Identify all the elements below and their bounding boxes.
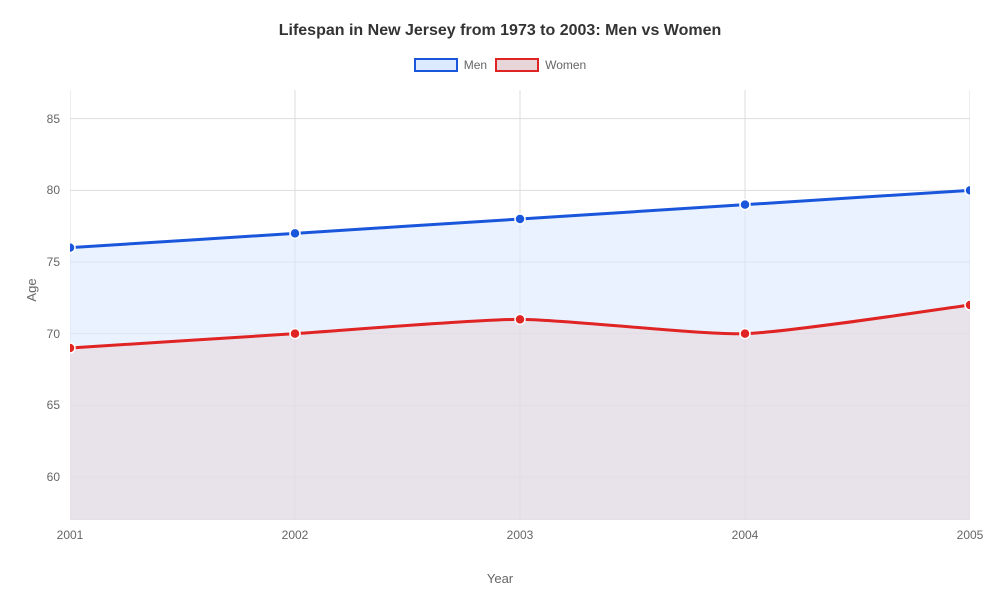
plot-svg <box>70 90 970 520</box>
y-tick-label: 75 <box>47 255 60 269</box>
legend-item-men[interactable]: Men <box>414 58 487 72</box>
legend-swatch-women <box>495 58 539 72</box>
chart-title: Lifespan in New Jersey from 1973 to 2003… <box>0 22 1000 40</box>
y-tick-label: 60 <box>47 470 60 484</box>
x-tick-label: 2005 <box>957 528 984 542</box>
legend-label-women: Women <box>545 58 586 72</box>
y-tick-label: 65 <box>47 398 60 412</box>
plot-area: 60657075808520012002200320042005 <box>70 90 970 520</box>
legend-swatch-men <box>414 58 458 72</box>
x-tick-label: 2003 <box>507 528 534 542</box>
x-axis-label: Year <box>0 571 1000 586</box>
chart-container: Lifespan in New Jersey from 1973 to 2003… <box>0 0 1000 600</box>
y-axis-label: Age <box>24 278 39 301</box>
x-tick-label: 2001 <box>57 528 84 542</box>
legend-item-women[interactable]: Women <box>495 58 586 72</box>
x-tick-label: 2002 <box>282 528 309 542</box>
y-tick-label: 85 <box>47 112 60 126</box>
legend: Men Women <box>0 58 1000 72</box>
legend-label-men: Men <box>464 58 487 72</box>
x-tick-label: 2004 <box>732 528 759 542</box>
y-tick-label: 70 <box>47 327 60 341</box>
y-tick-label: 80 <box>47 183 60 197</box>
